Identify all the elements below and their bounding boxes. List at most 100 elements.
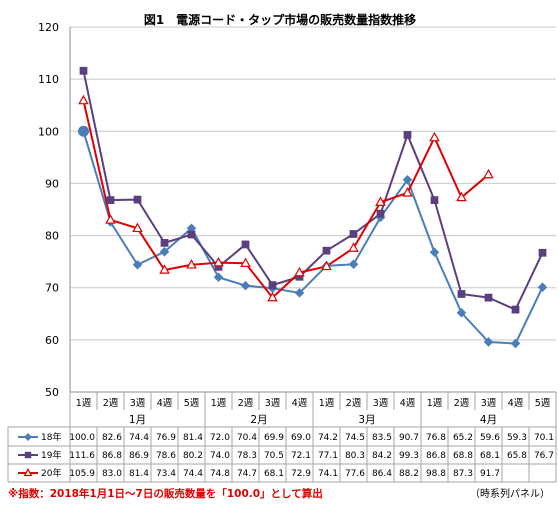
data-point xyxy=(510,338,521,349)
x-category-label: 5週 xyxy=(184,397,200,409)
x-category-label: 2週 xyxy=(103,397,119,409)
data-point xyxy=(268,281,277,289)
series-lines xyxy=(82,70,544,345)
data-point xyxy=(213,256,224,267)
x-category-label: 3週 xyxy=(481,397,497,409)
data-point xyxy=(213,272,224,283)
data-point xyxy=(456,191,467,202)
data-point xyxy=(538,248,547,257)
table-cell: 65.8 xyxy=(507,451,527,461)
x-category-label: 1週 xyxy=(319,397,335,409)
legend-marker-18年 xyxy=(24,433,32,441)
gridlines xyxy=(70,26,556,393)
table-cell: 70.4 xyxy=(237,433,257,443)
data-point xyxy=(267,291,278,302)
table-cell: 99.3 xyxy=(399,451,419,461)
data-point xyxy=(402,187,413,197)
x-category-label: 1週 xyxy=(76,397,92,409)
table-cell: 74.0 xyxy=(210,451,230,461)
data-point xyxy=(187,230,196,239)
y-tick-label: 60 xyxy=(45,334,59,347)
table-cell: 91.7 xyxy=(480,469,500,479)
table-cell: 74.2 xyxy=(318,433,338,443)
series-line-20年 xyxy=(82,100,490,299)
x-category-label: 3週 xyxy=(130,397,146,409)
table-cell: 105.9 xyxy=(69,469,95,479)
x-category-label: 3週 xyxy=(265,397,281,409)
table-cell: 69.0 xyxy=(291,433,311,443)
table-cell: 80.3 xyxy=(345,451,365,461)
data-point xyxy=(403,131,412,139)
table-cell: 76.9 xyxy=(156,433,176,443)
x-category-label: 2週 xyxy=(454,397,470,409)
data-point xyxy=(376,209,385,218)
y-tick-label: 100 xyxy=(38,125,59,138)
table-cell: 74.5 xyxy=(345,433,365,443)
y-tick-label: 70 xyxy=(45,282,59,295)
table-cell: 88.2 xyxy=(399,469,419,479)
data-point xyxy=(106,196,115,204)
series-line-18年 xyxy=(82,131,544,345)
table-cell: 59.6 xyxy=(480,433,500,443)
data-point xyxy=(484,293,493,302)
x-month-label: 1月 xyxy=(129,414,146,426)
table-cell: 74.8 xyxy=(210,469,230,479)
data-point xyxy=(160,238,169,247)
table-cell: 100.0 xyxy=(69,433,95,443)
table-cell: 76.7 xyxy=(534,451,554,461)
table-cell: 74.1 xyxy=(318,469,338,479)
table-cell: 86.8 xyxy=(426,451,446,461)
data-point xyxy=(402,175,413,185)
y-tick-label: 80 xyxy=(45,230,59,243)
data-point xyxy=(348,259,359,270)
data-point xyxy=(537,282,548,292)
x-category-label: 2週 xyxy=(346,397,362,409)
x-category-label: 4週 xyxy=(292,397,308,409)
table-cell: 86.4 xyxy=(372,469,392,479)
table-cell: 70.5 xyxy=(264,451,284,461)
table-cell: 78.3 xyxy=(237,451,257,461)
data-point xyxy=(78,94,89,105)
data-point xyxy=(483,337,494,347)
table-cell: 80.2 xyxy=(183,451,203,461)
table-cell: 81.4 xyxy=(183,433,203,443)
table-cell: 76.8 xyxy=(426,433,446,443)
table-cell: 86.8 xyxy=(102,451,122,461)
table-cell: 83.5 xyxy=(372,433,392,443)
data-point xyxy=(294,288,305,298)
data-point xyxy=(132,222,143,233)
data-point xyxy=(429,247,440,258)
data-point xyxy=(321,260,332,271)
data-point xyxy=(159,246,170,257)
table-cell: 72.9 xyxy=(291,469,311,479)
x-category-label: 1週 xyxy=(211,397,227,409)
chart-title: 図1 電源コード・タップ市場の販売数量指数推移 xyxy=(144,12,416,27)
table-cell: 78.6 xyxy=(156,451,176,461)
table-cell: 84.2 xyxy=(372,451,392,461)
data-point xyxy=(375,196,386,206)
data-point-start xyxy=(78,125,89,137)
series-name: 19年 xyxy=(41,449,61,461)
data-point xyxy=(457,290,466,298)
table-cell: 98.8 xyxy=(426,469,446,479)
y-axis-ticks: 50 60 70 80 90 100 110 120 xyxy=(38,21,59,399)
data-point xyxy=(186,259,197,269)
data-point xyxy=(240,257,251,267)
y-tick-label: 50 xyxy=(45,386,59,399)
x-category-label: 4週 xyxy=(157,397,173,409)
table-cell: 69.9 xyxy=(264,433,284,443)
legend-marker-20年 xyxy=(23,468,33,477)
data-point xyxy=(456,307,467,318)
data-point xyxy=(294,266,305,277)
data-point xyxy=(349,230,358,238)
table-cell: 70.1 xyxy=(534,433,554,443)
table-cell: 72.0 xyxy=(210,433,230,443)
series-line-19年 xyxy=(82,70,544,311)
x-month-label: 2月 xyxy=(250,414,267,426)
x-month-label: 3月 xyxy=(358,414,375,426)
x-category-label: 2週 xyxy=(238,397,254,409)
source-label: （時系列パネル） xyxy=(470,487,550,500)
table-cell: 59.3 xyxy=(507,433,527,443)
table-cell: 65.2 xyxy=(453,433,473,443)
